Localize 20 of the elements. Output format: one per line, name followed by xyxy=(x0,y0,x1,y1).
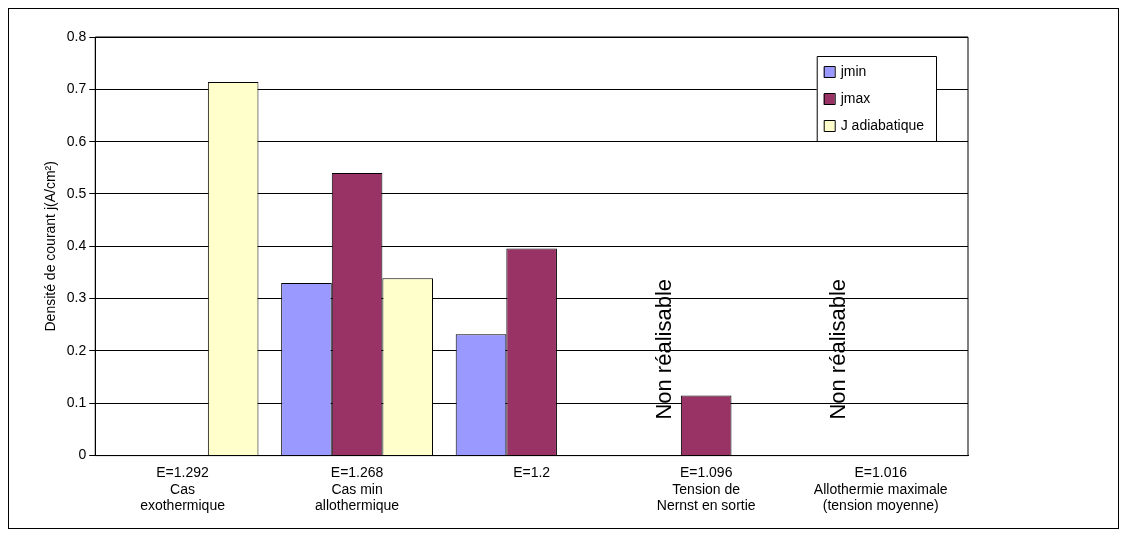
y-tick-label: 0.8 xyxy=(66,27,87,44)
x-tick-label: E=1.268 Cas min allothermique xyxy=(315,463,400,514)
y-tick-label: 0.7 xyxy=(66,80,87,97)
y-tick-label: 0.6 xyxy=(66,132,87,149)
x-tick-label: E=1.016 Allothermie maximale (tension moyenne) xyxy=(813,463,948,514)
annotation: Non réalisable xyxy=(825,278,851,420)
x-tick-label: E=1.292 Cas exothermique xyxy=(140,463,226,514)
legend-label: J adiabatique xyxy=(840,116,925,133)
y-tick-label: 0.1 xyxy=(66,394,87,411)
x-tick-label: E=1.2 xyxy=(513,463,551,480)
legend-label: jmin xyxy=(839,62,867,79)
y-tick-label: 0.4 xyxy=(66,237,87,254)
y-axis-title: Densité de courant j(A/cm²) xyxy=(42,161,59,332)
y-tick-label: 0.2 xyxy=(66,341,87,358)
annotation: Non réalisable xyxy=(650,278,676,420)
y-tick-label: 0.5 xyxy=(66,184,87,201)
y-tick-label: 0 xyxy=(78,446,87,463)
y-tick-label: 0.3 xyxy=(66,289,87,306)
x-tick-label: E=1.096 Tension de Nernst en sortie xyxy=(656,463,756,514)
legend-label: jmax xyxy=(839,89,871,106)
